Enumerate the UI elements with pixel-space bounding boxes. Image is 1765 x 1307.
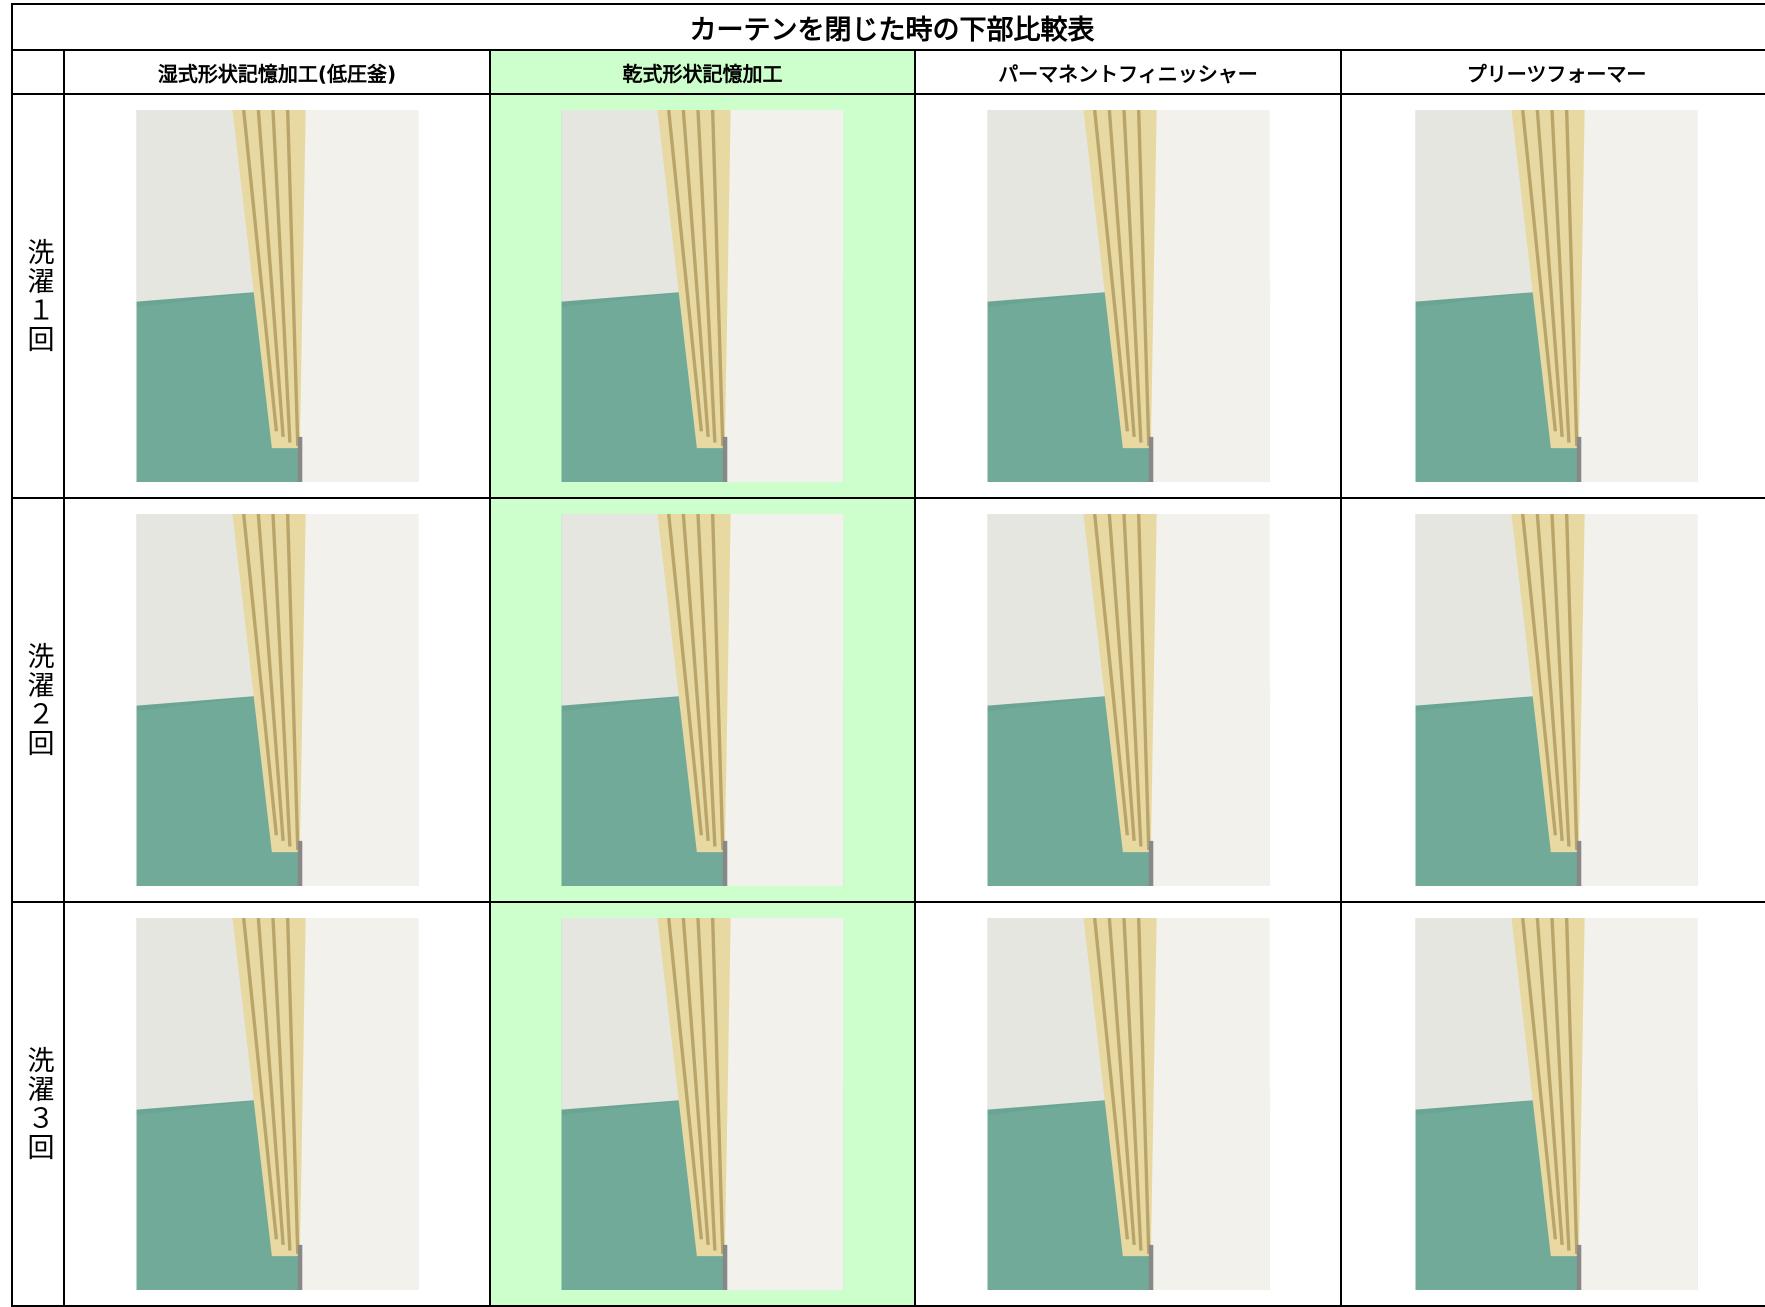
cell (1339, 901, 1765, 1307)
photo (136, 918, 419, 1290)
title-row: カーテンを閉じた時の下部比較表 (10, 3, 1765, 51)
column-header: 湿式形状記憶加工(低圧釜) (63, 49, 491, 95)
row: 洗濯３回 (11, 901, 1765, 1307)
row: 洗濯１回 (11, 93, 1765, 499)
photo (987, 110, 1270, 482)
photo (1415, 918, 1698, 1290)
photo (1415, 110, 1698, 482)
corner (11, 49, 65, 95)
comparison-table: カーテンを閉じた時の下部比較表 湿式形状記憶加工(低圧釜) 乾式形状記憶加工 パ… (10, 3, 1765, 1307)
photo (987, 514, 1270, 886)
photo (1415, 514, 1698, 886)
cell (914, 901, 1342, 1307)
table-title: カーテンを閉じた時の下部比較表 (10, 3, 1765, 51)
photo (987, 918, 1270, 1290)
cell (63, 93, 491, 499)
cell (489, 93, 916, 499)
row-label: 洗濯３回 (11, 901, 65, 1307)
column-header: プリーツフォーマー (1339, 49, 1765, 95)
column-header: パーマネントフィニッシャー (914, 49, 1342, 95)
row-label: 洗濯２回 (11, 497, 65, 903)
row: 洗濯２回 (11, 497, 1765, 903)
cell (914, 93, 1342, 499)
photo (561, 514, 844, 886)
photo (561, 918, 844, 1290)
cell (489, 497, 916, 903)
cell (1339, 93, 1765, 499)
cell (63, 901, 491, 1307)
column-header: 乾式形状記憶加工 (489, 49, 916, 95)
row-label: 洗濯１回 (11, 93, 65, 499)
header-row: 湿式形状記憶加工(低圧釜) 乾式形状記憶加工 パーマネントフィニッシャー プリー… (11, 49, 1765, 95)
photo (561, 110, 844, 482)
cell (914, 497, 1342, 903)
cell (63, 497, 491, 903)
photo (136, 110, 419, 482)
cell (489, 901, 916, 1307)
photo (136, 514, 419, 886)
cell (1339, 497, 1765, 903)
